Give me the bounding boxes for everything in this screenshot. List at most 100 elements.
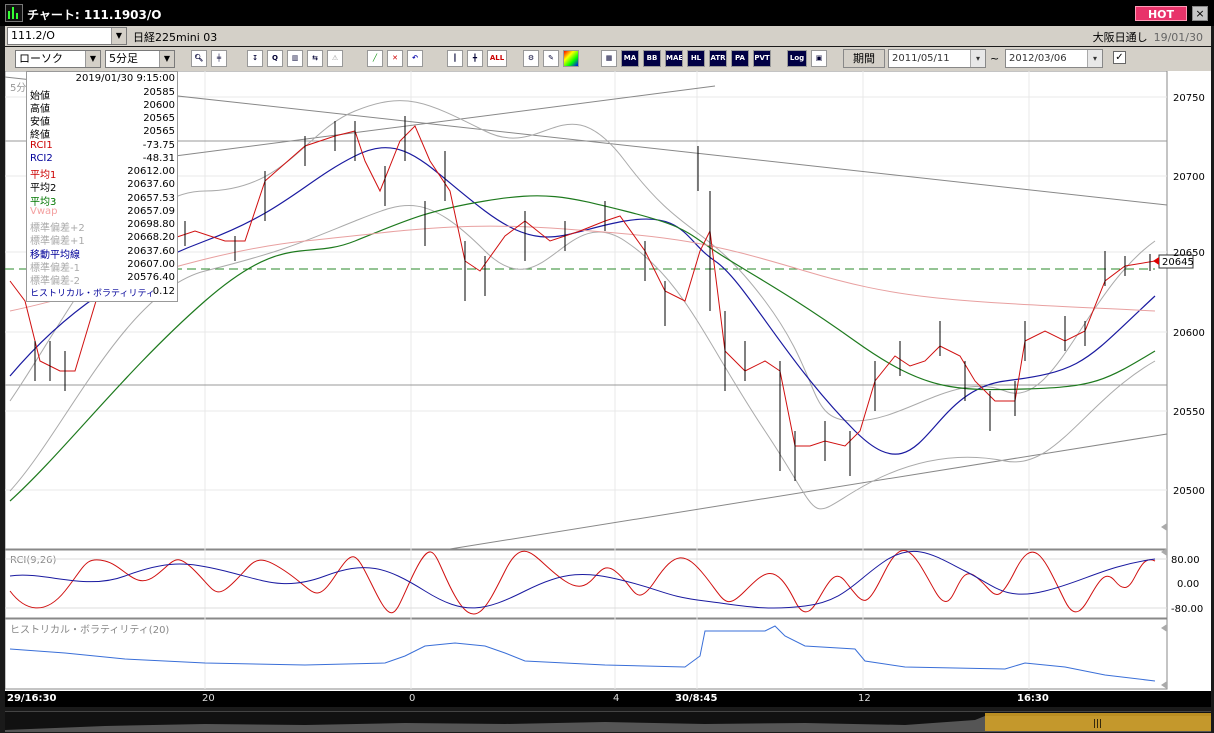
calendar-icon[interactable]: ▾ (970, 50, 985, 67)
title-bar: チャート: 111.1903/O HOT × (0, 0, 1214, 26)
draw-line-icon[interactable]: ╱ (367, 50, 383, 67)
info-value: 20612.00 (127, 166, 175, 177)
chart-type-value: ローソク (19, 52, 63, 65)
y-label: 20750 (1173, 93, 1205, 104)
bar-type-icon[interactable]: ╋ (467, 50, 483, 67)
log-button[interactable]: Log (787, 50, 807, 67)
time-scroller[interactable]: ||| (5, 711, 1211, 732)
rci1-line (9, 550, 1156, 615)
bb-button[interactable]: BB (643, 50, 661, 67)
warning-icon[interactable]: ⚠ (327, 50, 343, 67)
trendline-lower[interactable] (449, 433, 1168, 550)
x-tick: 20 (202, 693, 215, 704)
hl-button[interactable]: HL (687, 50, 705, 67)
rci-label: RCI(9,26) (10, 555, 57, 566)
atr-button[interactable]: ATR (709, 50, 727, 67)
timeframe-value: 5分足 (109, 52, 138, 65)
period-checkbox[interactable]: ✓ (1113, 51, 1126, 64)
settings-icon[interactable]: ⚙ (523, 50, 539, 67)
scroller-thumb[interactable] (985, 713, 1211, 731)
info-row: 標準偏差+2 20698.80 (30, 219, 175, 234)
info-label: RCI2 (30, 153, 53, 164)
price-tag-arrow-icon (1153, 257, 1159, 265)
date-from-value: 2011/05/11 (892, 53, 950, 64)
y-label: 20600 (1173, 328, 1205, 339)
market-info: 大阪日通し 19/01/30 (1093, 29, 1203, 45)
scroll-marker-icon[interactable] (1161, 548, 1167, 556)
average3-line (9, 195, 1156, 502)
info-value: 0.12 (152, 286, 175, 297)
info-label: 平均1 (30, 170, 57, 181)
color-palette-icon[interactable] (563, 50, 579, 67)
scroll-marker-icon[interactable] (1161, 681, 1167, 689)
rci2-line (9, 551, 1156, 609)
period-button[interactable]: 期間 (843, 49, 885, 68)
info-row: 終値 20565 (30, 126, 175, 141)
hot-button[interactable]: HOT (1135, 6, 1187, 21)
panel-label: 5分 (10, 83, 27, 94)
tools-icon[interactable]: ✎ (543, 50, 559, 67)
search-chart-icon[interactable]: Q (267, 50, 283, 67)
scroll-marker-icon[interactable] (1161, 523, 1167, 531)
info-label: 標準偏差-2 (30, 276, 80, 287)
compare-icon[interactable]: ⇆ (307, 50, 323, 67)
calendar-icon[interactable]: ▾ (1087, 50, 1102, 67)
date-from-field[interactable]: 2011/05/11 ▾ (888, 49, 986, 68)
info-row: 平均1 20612.00 (30, 166, 175, 181)
code-combo[interactable]: 111.2/O ▼ (7, 27, 127, 45)
info-label: 標準偏差+1 (30, 236, 85, 247)
grid-icon[interactable]: ▦ (601, 50, 617, 67)
info-value: 20607.00 (127, 259, 175, 270)
info-value: 20668.20 (127, 232, 175, 243)
info-row: 安値 20565 (30, 113, 175, 128)
info-value: 20698.80 (127, 219, 175, 230)
mae-icon[interactable]: MAE (665, 50, 683, 67)
candle-icon[interactable]: ┃ (447, 50, 463, 67)
info-value: -73.75 (142, 140, 175, 151)
grid-lines (5, 71, 1167, 689)
all-button[interactable]: ALL (487, 50, 507, 67)
x-tick: 30/8:45 (675, 693, 718, 704)
crosshair-icon[interactable]: ╪ (211, 50, 227, 67)
instrument-bar: 111.2/O ▼ 日経225mini 03 大阪日通し 19/01/30 (5, 26, 1211, 46)
info-value: 20585 (143, 87, 175, 98)
scroller-grip-icon[interactable]: ||| (1093, 719, 1102, 729)
info-label: RCI1 (30, 140, 53, 151)
download-icon[interactable]: ↧ (247, 50, 263, 67)
info-row: 標準偏差-1 20607.00 (30, 259, 175, 274)
bar-chart-icon[interactable]: ▥ (287, 50, 303, 67)
trendline-upper[interactable] (174, 85, 716, 157)
chevron-down-icon[interactable]: ▼ (85, 51, 100, 67)
chevron-down-icon[interactable]: ▼ (159, 51, 174, 67)
date-range-separator: ~ (990, 52, 1000, 65)
scroll-marker-icon[interactable] (1161, 624, 1167, 632)
code-value: 111.2/O (11, 29, 55, 42)
export-icon[interactable]: ▣ (811, 50, 827, 67)
info-label: 平均3 (30, 197, 57, 208)
rci-y-label: 80.00 (1171, 555, 1200, 566)
undo-icon[interactable]: ↶ (407, 50, 423, 67)
info-value: 20657.53 (127, 193, 175, 204)
timeframe-select[interactable]: 5分足 ▼ (105, 50, 175, 68)
zoom-icon[interactable]: 🔍︎ (191, 50, 207, 67)
date-to-field[interactable]: 2012/03/06 ▾ (1005, 49, 1103, 68)
delete-line-icon[interactable]: ✕ (387, 50, 403, 67)
info-row: 始値 20585 (30, 87, 175, 102)
trendline-descending[interactable] (5, 76, 1168, 206)
scroller-svg: ||| (5, 713, 1211, 732)
chart-area[interactable]: 20645 20750 20700 20650 20600 20550 2050… (5, 71, 1211, 691)
info-label: 始値 (30, 91, 50, 102)
pa-button[interactable]: PA (731, 50, 749, 67)
y-label: 20650 (1173, 248, 1205, 259)
info-label: 標準偏差+2 (30, 223, 85, 234)
ma-button[interactable]: MA (621, 50, 639, 67)
average1-line (9, 125, 1156, 447)
info-value: 20600 (143, 100, 175, 111)
pvt-button[interactable]: PVT (753, 50, 771, 67)
close-button[interactable]: × (1192, 6, 1208, 21)
info-row: 標準偏差-2 20576.40 (30, 272, 175, 287)
y-label: 20500 (1173, 486, 1205, 497)
info-datetime: 2019/01/30 9:15:00 (75, 73, 175, 84)
chevron-down-icon[interactable]: ▼ (111, 28, 126, 44)
chart-type-select[interactable]: ローソク ▼ (15, 50, 101, 68)
